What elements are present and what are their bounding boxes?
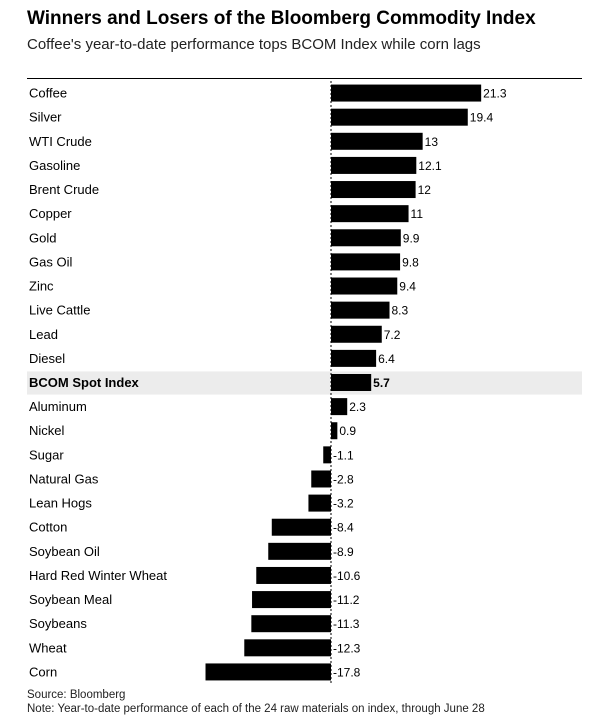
bar-bcom-spot-index xyxy=(331,374,372,391)
category-label-silver: Silver xyxy=(29,110,62,125)
value-label-gas-oil: 9.8 xyxy=(402,255,419,269)
category-label-nickel: Nickel xyxy=(29,423,65,438)
bar-corn xyxy=(205,663,331,681)
bar-soybean-oil xyxy=(268,542,331,560)
value-label-soybeans: -11.3 xyxy=(333,617,360,631)
value-label-diesel: 6.4 xyxy=(378,352,395,366)
category-label-lead: Lead xyxy=(29,327,58,342)
value-label-soybean-meal: -11.2 xyxy=(333,593,360,607)
value-label-zinc: 9.4 xyxy=(399,280,416,294)
value-label-sugar: -1.1 xyxy=(333,448,354,462)
category-label-sugar: Sugar xyxy=(29,447,64,462)
value-label-copper: 11 xyxy=(411,207,424,221)
category-label-copper: Copper xyxy=(29,206,72,221)
value-label-gasoline: 12.1 xyxy=(418,159,442,173)
value-label-live-cattle: 8.3 xyxy=(392,304,409,318)
value-label-wheat: -12.3 xyxy=(333,641,361,655)
value-label-gold: 9.9 xyxy=(403,231,420,245)
header-divider xyxy=(27,78,582,79)
bar-lean-hogs xyxy=(308,494,331,512)
bar-gas-oil xyxy=(331,253,401,271)
value-label-silver: 19.4 xyxy=(470,111,494,125)
bar-soybean-meal xyxy=(252,591,331,609)
category-label-diesel: Diesel xyxy=(29,351,65,366)
bar-wheat xyxy=(244,639,331,657)
bar-sugar xyxy=(323,446,331,464)
chart-title: Winners and Losers of the Bloomberg Comm… xyxy=(27,8,536,29)
value-label-wti-crude: 13 xyxy=(425,135,439,149)
category-label-live-cattle: Live Cattle xyxy=(29,303,90,318)
bar-silver xyxy=(331,108,468,126)
bar-coffee xyxy=(331,84,482,102)
value-label-natural-gas: -2.8 xyxy=(333,472,354,486)
category-label-coffee: Coffee xyxy=(29,86,67,101)
category-label-zinc: Zinc xyxy=(29,279,54,294)
bar-soybeans xyxy=(251,615,331,633)
category-label-wti-crude: WTI Crude xyxy=(29,134,92,149)
bar-hard-red-winter-wheat xyxy=(256,566,331,584)
bar-brent-crude xyxy=(331,181,416,199)
category-label-soybeans: Soybeans xyxy=(29,616,87,631)
bar-wti-crude xyxy=(331,132,423,150)
value-label-bcom-spot-index: 5.7 xyxy=(373,376,390,390)
bar-natural-gas xyxy=(311,470,331,488)
category-label-gasoline: Gasoline xyxy=(29,158,80,173)
bar-live-cattle xyxy=(331,301,390,319)
value-label-soybean-oil: -8.9 xyxy=(333,545,354,559)
footnote: Note: Year-to-date performance of each o… xyxy=(27,703,485,715)
bar-diesel xyxy=(331,349,377,367)
bar-gasoline xyxy=(331,156,417,174)
category-label-hard-red-winter-wheat: Hard Red Winter Wheat xyxy=(29,568,167,583)
bar-gold xyxy=(331,229,401,247)
value-label-lead: 7.2 xyxy=(384,328,401,342)
bar-cotton xyxy=(271,518,331,536)
source-note: Source: Bloomberg xyxy=(27,689,126,701)
category-label-gas-oil: Gas Oil xyxy=(29,254,72,269)
value-label-brent-crude: 12 xyxy=(418,183,432,197)
value-label-aluminum: 2.3 xyxy=(349,400,366,414)
category-label-wheat: Wheat xyxy=(29,640,67,655)
category-label-bcom-spot-index: BCOM Spot Index xyxy=(29,375,140,390)
category-label-soybean-meal: Soybean Meal xyxy=(29,592,112,607)
category-label-gold: Gold xyxy=(29,230,56,245)
category-label-corn: Corn xyxy=(29,664,57,679)
category-label-soybean-oil: Soybean Oil xyxy=(29,544,100,559)
bar-lead xyxy=(331,325,382,343)
bar-aluminum xyxy=(331,398,348,416)
category-label-natural-gas: Natural Gas xyxy=(29,471,99,486)
bar-zinc xyxy=(331,277,398,295)
value-label-hard-red-winter-wheat: -10.6 xyxy=(333,569,361,583)
value-label-cotton: -8.4 xyxy=(333,521,354,535)
value-label-corn: -17.8 xyxy=(333,665,361,679)
value-label-coffee: 21.3 xyxy=(483,87,507,101)
category-label-aluminum: Aluminum xyxy=(29,399,87,414)
category-label-brent-crude: Brent Crude xyxy=(29,182,99,197)
value-label-lean-hogs: -3.2 xyxy=(333,497,354,511)
bar-nickel xyxy=(331,422,338,440)
chart-subtitle: Coffee's year-to-date performance tops B… xyxy=(27,36,481,53)
highlight-row-bcom-spot-index xyxy=(27,371,582,395)
bar-copper xyxy=(331,205,409,223)
category-label-lean-hogs: Lean Hogs xyxy=(29,496,92,511)
category-label-cotton: Cotton xyxy=(29,520,67,535)
value-label-nickel: 0.9 xyxy=(339,424,356,438)
